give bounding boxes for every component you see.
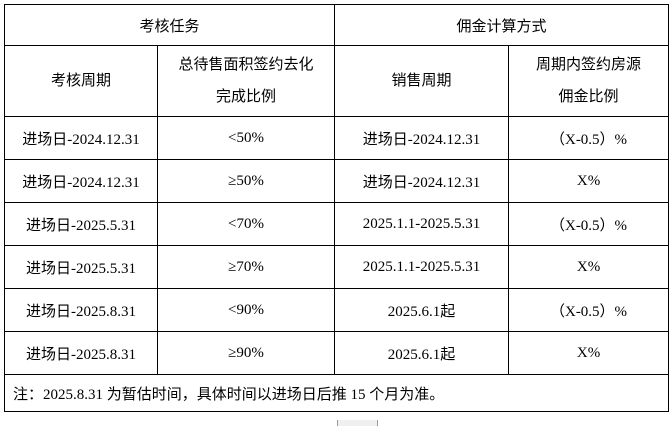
commission-rate-cell: （X-0.5）%: [508, 116, 670, 160]
completion-ratio-cell: ≥90%: [156, 331, 336, 375]
group-header-assessment-task: 考核任务: [3, 4, 336, 46]
table-row: 进场日-2025.8.31 ≥90% 2025.6.1起 X%: [4, 331, 670, 375]
completion-ratio-cell: <50%: [156, 116, 336, 160]
sales-period-cell: 2025.1.1-2025.5.31: [334, 245, 510, 289]
col-header-line: 考核周期: [50, 73, 111, 89]
sales-period-cell: 2025.6.1起: [334, 331, 510, 375]
assessment-period-cell: 进场日-2025.8.31: [4, 288, 158, 332]
group-header-commission-calc: 佣金计算方式: [334, 4, 670, 46]
table-row: 进场日-2025.5.31 ≥70% 2025.1.1-2025.5.31 X%: [4, 245, 670, 289]
completion-ratio-cell: ≥50%: [156, 159, 336, 203]
completion-ratio-cell: <90%: [156, 288, 336, 332]
assessment-period-cell: 进场日-2025.8.31: [4, 331, 158, 375]
sales-period-cell: 进场日-2024.12.31: [334, 116, 510, 160]
assessment-period-cell: 进场日-2025.5.31: [4, 245, 158, 289]
commission-table: 考核任务 佣金计算方式 考核周期 总待售面积签约去化 完成比例 销售周期 周期内签…: [3, 4, 670, 412]
table-row: 进场日-2025.8.31 <90% 2025.6.1起 （X-0.5）%: [4, 288, 670, 332]
assessment-period-cell: 进场日-2025.5.31: [4, 202, 158, 246]
col-header-line: 佣金比例: [558, 89, 619, 105]
col-header-line: 周期内签约房源: [536, 57, 642, 73]
commission-rate-cell: （X-0.5）%: [508, 288, 670, 332]
note-row: 注：2025.8.31 为暂估时间，具体时间以进场日后推 15 个月为准。: [3, 374, 670, 412]
table-row: 进场日-2024.12.31 <50% 进场日-2024.12.31 （X-0.…: [4, 116, 670, 160]
group-header-row: 考核任务 佣金计算方式: [3, 4, 670, 46]
col-header-line: 完成比例: [216, 89, 277, 105]
column-header-row: 考核周期 总待售面积签约去化 完成比例 销售周期 周期内签约房源 佣金比例: [4, 45, 670, 117]
col-header-assessment-period: 考核周期: [4, 45, 158, 117]
sales-period-cell: 2025.1.1-2025.5.31: [334, 202, 510, 246]
commission-rate-cell: （X-0.5）%: [508, 202, 670, 246]
table-row: 进场日-2024.12.31 ≥50% 进场日-2024.12.31 X%: [4, 159, 670, 203]
commission-rate-cell: X%: [508, 245, 670, 289]
scroll-handle[interactable]: [337, 420, 378, 426]
assessment-period-cell: 进场日-2024.12.31: [4, 116, 158, 160]
completion-ratio-cell: <70%: [156, 202, 336, 246]
col-header-commission-rate: 周期内签约房源 佣金比例: [508, 45, 670, 117]
commission-rate-cell: X%: [508, 159, 670, 203]
sales-period-cell: 2025.6.1起: [334, 288, 510, 332]
table-row: 进场日-2025.5.31 <70% 2025.1.1-2025.5.31 （X…: [4, 202, 670, 246]
sales-period-cell: 进场日-2024.12.31: [334, 159, 510, 203]
col-header-sales-period: 销售周期: [334, 45, 510, 117]
col-header-completion-ratio: 总待售面积签约去化 完成比例: [156, 45, 336, 117]
col-header-line: 销售周期: [391, 73, 452, 89]
col-header-line: 总待售面积签约去化: [178, 57, 314, 73]
assessment-period-cell: 进场日-2024.12.31: [4, 159, 158, 203]
completion-ratio-cell: ≥70%: [156, 245, 336, 289]
commission-rate-cell: X%: [508, 331, 670, 375]
footnote-text: 注：2025.8.31 为暂估时间，具体时间以进场日后推 15 个月为准。: [3, 374, 670, 412]
